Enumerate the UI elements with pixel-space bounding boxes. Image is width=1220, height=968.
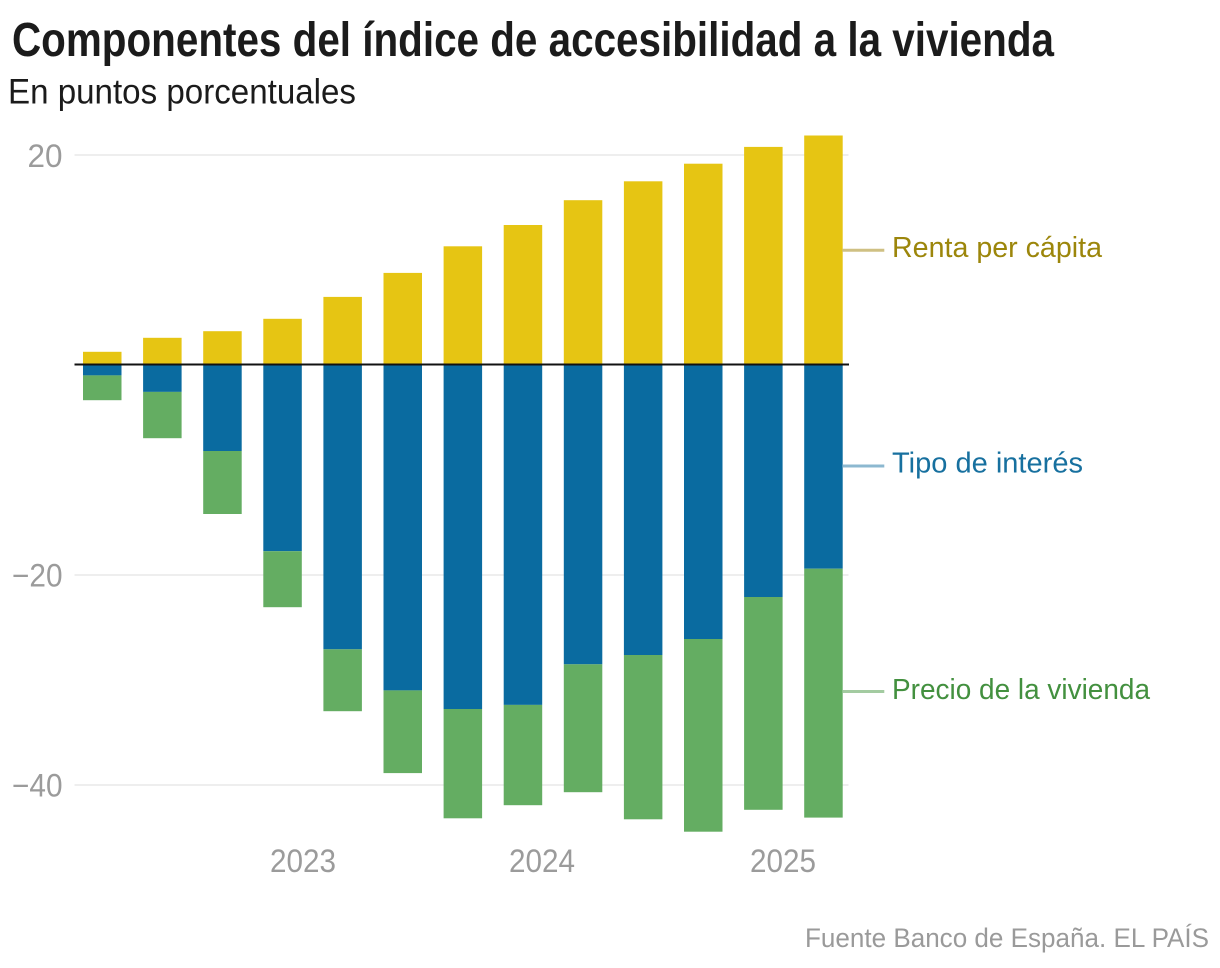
svg-text:2024: 2024: [509, 843, 575, 879]
svg-text:Renta per cápita: Renta per cápita: [892, 232, 1103, 264]
svg-text:2023: 2023: [270, 843, 336, 879]
svg-text:2025: 2025: [750, 843, 816, 879]
svg-text:Componentes del índice de acce: Componentes del índice de accesibilidad …: [12, 14, 1054, 67]
svg-text:Tipo de interés: Tipo de interés: [892, 448, 1083, 480]
svg-text:−40: −40: [12, 768, 63, 804]
svg-text:20: 20: [28, 138, 63, 174]
svg-text:En puntos porcentuales: En puntos porcentuales: [8, 73, 356, 112]
svg-text:−20: −20: [12, 558, 63, 594]
svg-text:Fuente Banco de España. EL PAÍ: Fuente Banco de España. EL PAÍS: [805, 923, 1209, 953]
svg-text:Precio de la vivienda: Precio de la vivienda: [892, 674, 1151, 706]
